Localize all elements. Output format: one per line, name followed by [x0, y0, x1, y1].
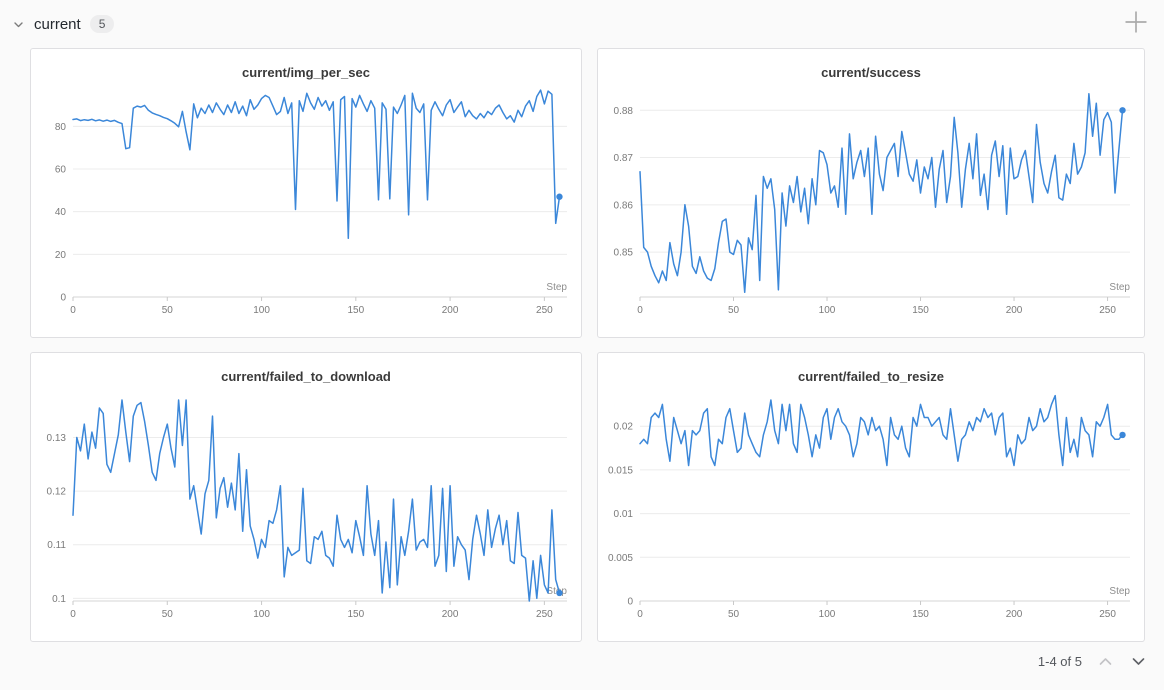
last-value-dot — [1119, 431, 1126, 439]
chart-canvas-success[interactable]: 0.85 0.86 0.87 0.88 0 50 100 150 200 250 Step — [598, 81, 1144, 333]
section-header: current 5 — [12, 13, 115, 35]
line-series — [639, 92, 1124, 294]
x-tick-label: 100 — [253, 609, 270, 620]
add-panel-button[interactable] — [1123, 9, 1149, 35]
last-value-dot — [556, 589, 563, 597]
x-tick-label: 100 — [819, 609, 836, 620]
x-tick-label: 0 — [70, 609, 76, 620]
chart-title: current/failed_to_download — [221, 369, 391, 384]
x-tick-label: 250 — [536, 609, 553, 620]
x-tick-label: 150 — [912, 609, 929, 620]
chart-title: current/img_per_sec — [242, 65, 370, 80]
pagination-label: 1-4 of 5 — [1037, 654, 1082, 669]
x-tick-label: 50 — [728, 305, 740, 316]
chevron-up-icon — [1099, 658, 1112, 665]
y-tick-label: 80 — [55, 122, 67, 133]
y-tick-label: 0.1 — [52, 594, 66, 605]
chevron-down-icon — [14, 21, 23, 27]
chart-panel-failed-to-resize[interactable]: current/failed_to_resize 0 0.005 0.01 0.015… — [597, 352, 1145, 642]
chart-title: current/failed_to_resize — [798, 369, 944, 384]
chart-canvas-failed-to-download[interactable]: 0.10.110.120.13050100150200250Step — [31, 385, 581, 637]
x-tick-label: 0 — [637, 305, 643, 316]
x-tick-label: 200 — [1006, 609, 1023, 620]
x-tick-label: 50 — [162, 305, 174, 316]
y-tick-label: 0.015 — [608, 465, 633, 476]
x-tick-label: 200 — [442, 609, 459, 620]
chart-canvas-img-per-sec[interactable]: 0 20 40 60 80 0 50 100 150 200 250 Step — [31, 81, 581, 333]
pagination: 1-4 of 5 — [1038, 654, 1148, 669]
chart-panel-success[interactable]: current/success 0.85 0.86 0.87 0.88 0 50 100 15… — [597, 48, 1145, 338]
y-tick-label: 0.87 — [614, 153, 634, 164]
line-series — [72, 399, 561, 602]
x-tick-label: 150 — [912, 305, 929, 316]
y-tick-label: 0.13 — [47, 433, 67, 444]
last-value-dot — [1119, 107, 1126, 114]
x-tick-label: 200 — [442, 305, 459, 316]
chart-canvas-failed-to-resize[interactable]: 0 0.005 0.01 0.015 0.02 0 50 100 150 200 250 Step — [598, 385, 1144, 637]
x-axis-title: Step — [1109, 282, 1130, 293]
x-tick-label: 150 — [347, 305, 364, 316]
x-tick-label: 0 — [637, 609, 643, 620]
y-tick-label: 20 — [55, 250, 67, 261]
section-panel-count-badge: 5 — [89, 15, 115, 33]
pagination-prev-button[interactable] — [1096, 654, 1115, 669]
pagination-next-button[interactable] — [1129, 654, 1148, 669]
x-tick-label: 100 — [819, 305, 836, 316]
x-tick-label: 250 — [1099, 305, 1116, 316]
line-series — [72, 89, 561, 240]
y-tick-label: 0 — [627, 597, 633, 608]
chart-panel-img-per-sec[interactable]: current/img_per_sec 0 20 40 60 80 0 50 100 150 20… — [30, 48, 582, 338]
x-tick-label: 250 — [536, 305, 553, 316]
section-collapse-button[interactable] — [12, 18, 25, 31]
x-axis-title: Step — [546, 282, 567, 293]
y-tick-label: 0.85 — [614, 248, 634, 259]
chart-panel-failed-to-download[interactable]: current/failed_to_download 0.1 0.11 0.12 0.… — [30, 352, 582, 642]
y-tick-label: 0.01 — [614, 509, 634, 520]
y-tick-label: 0 — [60, 293, 66, 304]
y-tick-label: 0.11 — [47, 540, 66, 551]
y-tick-label: 0.12 — [47, 487, 67, 498]
y-tick-label: 0.005 — [608, 553, 633, 564]
chevron-down-icon — [1132, 658, 1145, 665]
x-axis-title: Step — [1109, 586, 1130, 597]
x-tick-label: 200 — [1006, 305, 1023, 316]
x-tick-label: 250 — [1099, 609, 1116, 620]
x-tick-label: 150 — [347, 609, 364, 620]
y-tick-label: 40 — [55, 207, 67, 218]
y-tick-label: 0.86 — [614, 200, 634, 211]
y-tick-label: 0.02 — [614, 422, 634, 433]
x-tick-label: 100 — [253, 305, 270, 316]
line-series — [639, 394, 1124, 467]
panel-grid: current/img_per_sec 0 20 40 60 80 0 50 100 150 20… — [30, 48, 1145, 642]
plus-icon — [1125, 11, 1147, 33]
x-tick-label: 50 — [728, 609, 740, 620]
y-tick-label: 60 — [55, 165, 67, 176]
x-tick-label: 0 — [70, 305, 76, 316]
section-title: current — [34, 15, 81, 33]
y-tick-label: 0.88 — [614, 106, 634, 117]
x-tick-label: 50 — [162, 609, 174, 620]
chart-title: current/success — [821, 65, 921, 80]
last-value-dot — [556, 193, 563, 200]
